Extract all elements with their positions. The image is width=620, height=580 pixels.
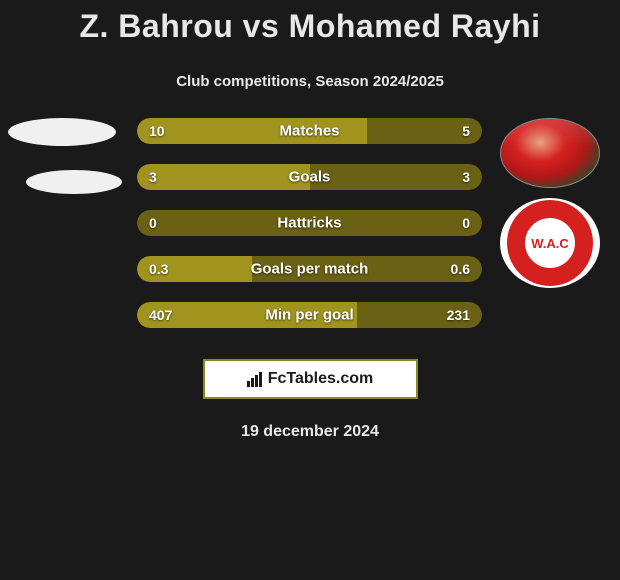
player2-club-badge: W.A.C bbox=[500, 198, 600, 288]
right-player-column: W.A.C bbox=[500, 118, 600, 288]
stat-label: Goals per match bbox=[137, 261, 482, 278]
player1-club-placeholder bbox=[26, 170, 122, 194]
stat-row: 0.3Goals per match0.6 bbox=[137, 256, 482, 282]
brand-name: FcTables.com bbox=[268, 370, 374, 388]
stat-label: Matches bbox=[137, 123, 482, 140]
player1-name: Z. Bahrou bbox=[79, 8, 233, 44]
date-text: 19 december 2024 bbox=[0, 423, 620, 441]
player2-name: Mohamed Rayhi bbox=[289, 8, 541, 44]
wac-badge-inner: W.A.C bbox=[507, 200, 593, 286]
stat-row: 3Goals3 bbox=[137, 164, 482, 190]
player2-photo bbox=[500, 118, 600, 188]
stat-label: Goals bbox=[137, 169, 482, 186]
stat-value-right: 5 bbox=[462, 123, 470, 139]
stat-label: Hattricks bbox=[137, 215, 482, 232]
vs-text: vs bbox=[243, 8, 280, 44]
bar-chart-icon bbox=[247, 371, 262, 387]
brand-footer: FcTables.com bbox=[203, 359, 418, 399]
player1-photo-placeholder bbox=[8, 118, 116, 146]
wac-badge-text: W.A.C bbox=[531, 236, 569, 251]
stat-value-right: 3 bbox=[462, 169, 470, 185]
comparison-infographic: Z. Bahrou vs Mohamed Rayhi Club competit… bbox=[0, 0, 620, 580]
stat-value-right: 231 bbox=[447, 307, 470, 323]
stats-content: 10Matches5 3Goals3 0Hattricks0 0.3Goals per… bbox=[0, 118, 620, 343]
stat-row: 10Matches5 bbox=[137, 118, 482, 144]
subtitle: Club competitions, Season 2024/2025 bbox=[0, 73, 620, 90]
stat-row: 0Hattricks0 bbox=[137, 210, 482, 236]
page-title: Z. Bahrou vs Mohamed Rayhi bbox=[0, 0, 620, 45]
stat-bars: 10Matches5 3Goals3 0Hattricks0 0.3Goals per… bbox=[137, 118, 482, 348]
stat-value-right: 0.6 bbox=[451, 261, 470, 277]
left-player-column bbox=[8, 118, 123, 218]
stat-row: 407Min per goal231 bbox=[137, 302, 482, 328]
stat-value-right: 0 bbox=[462, 215, 470, 231]
stat-label: Min per goal bbox=[137, 307, 482, 324]
